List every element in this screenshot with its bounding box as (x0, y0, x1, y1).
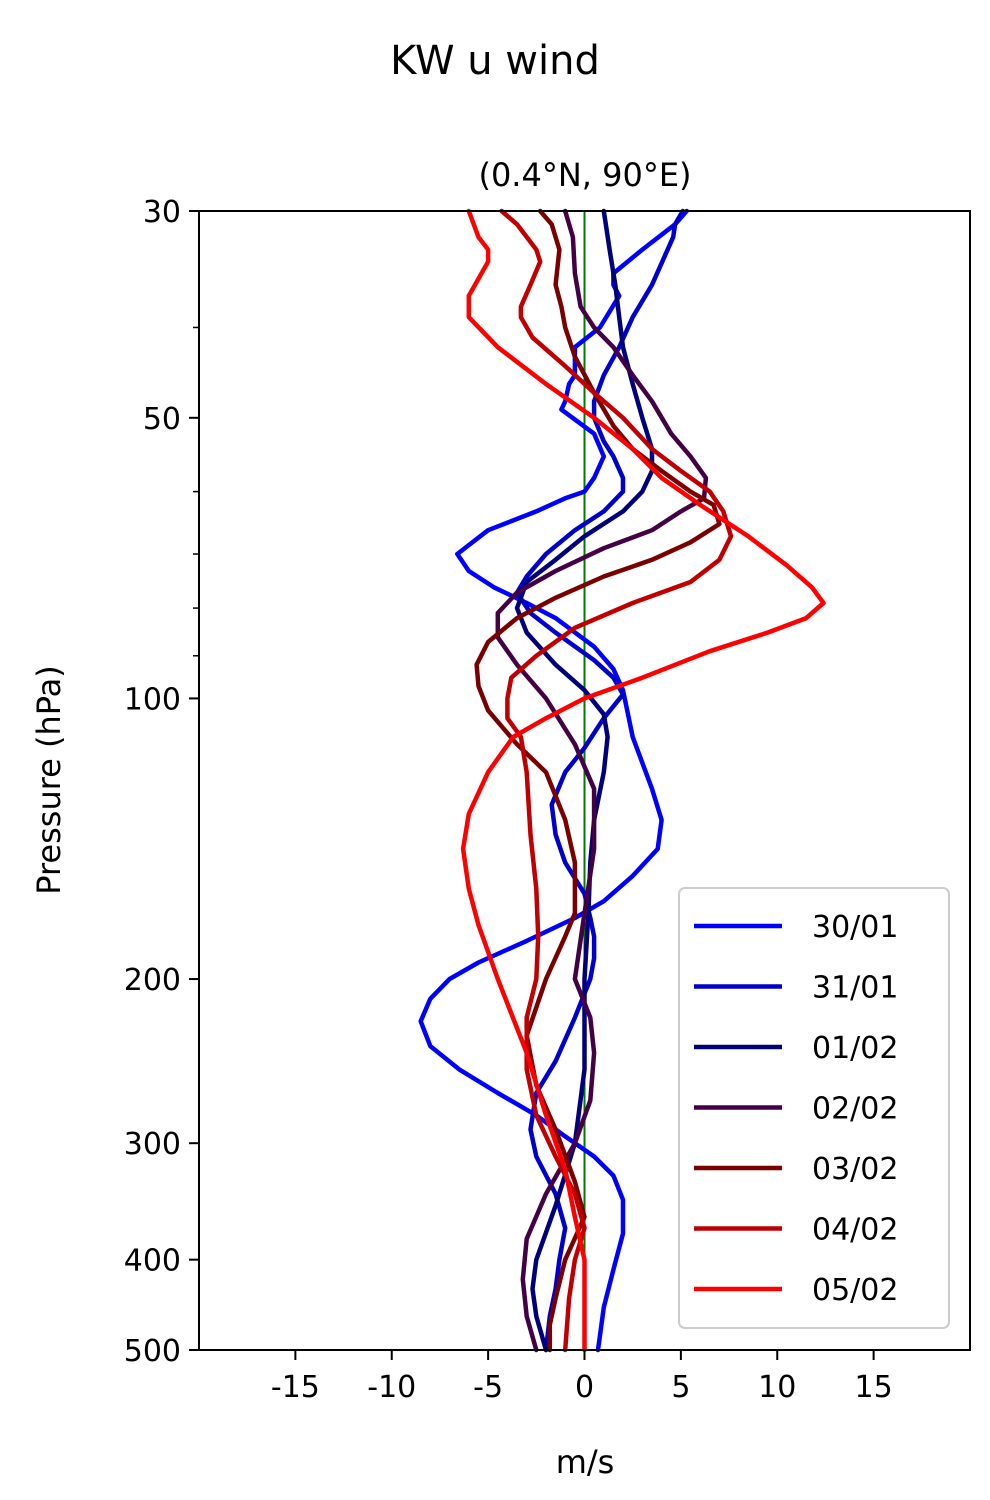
x-tick-label: -15 (271, 1370, 320, 1405)
y-tick-label: 300 (124, 1127, 181, 1162)
series-line-4 (474, 208, 722, 1353)
y-tick-label: 100 (124, 682, 181, 717)
x-tick-label: 10 (758, 1370, 796, 1405)
legend-label-4: 03/02 (812, 1152, 898, 1187)
x-tick-label: 5 (671, 1370, 690, 1405)
legend-box (678, 887, 950, 1329)
y-ticks: 30 50 100 200 300 400 500 (124, 195, 199, 1369)
y-tick-label: 200 (124, 963, 181, 998)
legend: 30/01 31/01 01/02 02/02 03/02 04/02 05/02 (678, 887, 950, 1329)
series-line-1 (514, 208, 686, 1353)
chart-title: KW u wind (390, 38, 600, 84)
x-tick-label: -5 (473, 1370, 503, 1405)
series-line-0 (418, 208, 689, 1353)
x-tick-label: 15 (855, 1370, 893, 1405)
legend-label-5: 04/02 (812, 1213, 898, 1248)
series-line-2 (514, 208, 655, 1353)
legend-label-0: 30/01 (812, 910, 898, 945)
x-tick-label: 0 (575, 1370, 594, 1405)
y-tick-label: 50 (143, 402, 181, 437)
series-line-6 (460, 208, 826, 1353)
legend-label-2: 01/02 (812, 1031, 898, 1066)
y-tick-label: 400 (124, 1244, 181, 1279)
y-tick-label: 30 (143, 195, 181, 230)
x-ticks: -15 -10 -5 0 5 10 15 (271, 1350, 893, 1405)
legend-label-1: 31/01 (812, 971, 898, 1006)
series-line-3 (495, 208, 709, 1353)
legend-label-6: 05/02 (812, 1273, 898, 1308)
chart-subtitle: (0.4°N, 90°E) (478, 156, 691, 194)
x-tick-label: -10 (367, 1370, 416, 1405)
legend-label-3: 02/02 (812, 1092, 898, 1127)
x-axis-label: m/s (556, 1443, 615, 1481)
y-tick-label: 500 (124, 1334, 181, 1369)
series-layer (418, 208, 826, 1353)
series-line-5 (499, 208, 734, 1353)
y-axis-label: Pressure (hPa) (30, 665, 68, 895)
